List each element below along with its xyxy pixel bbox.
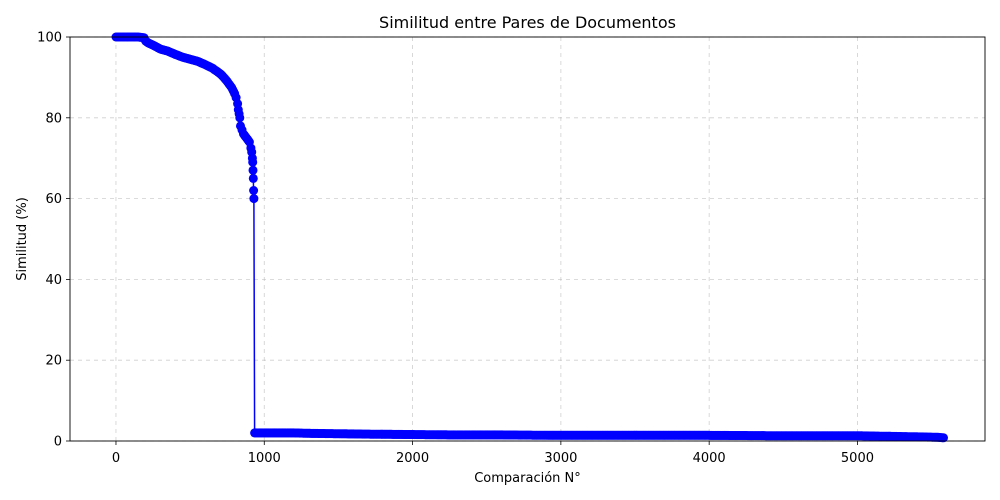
data-point [248, 165, 258, 175]
x-tick-label: 1000 [248, 451, 281, 466]
y-tick-label: 40 [45, 273, 62, 288]
x-tick-label: 4000 [693, 451, 726, 466]
y-tick-label: 60 [45, 192, 62, 207]
data-point [249, 186, 259, 195]
x-axis-label: Comparación N° [474, 471, 581, 486]
x-tick-label: 3000 [544, 451, 577, 466]
data-point [248, 173, 258, 183]
axes-frame [69, 36, 986, 442]
y-tick-label: 0 [54, 435, 62, 450]
y-tick-label: 20 [45, 354, 62, 369]
data-point [249, 194, 259, 204]
x-tick-label: 0 [112, 451, 120, 466]
y-tick-label: 100 [37, 31, 62, 46]
data-point [248, 157, 258, 167]
y-axis-label: Similitud (%) [15, 197, 30, 281]
data-point [235, 113, 245, 123]
plot-area [111, 32, 948, 443]
y-tick-label: 80 [45, 111, 62, 126]
x-tick-label: 2000 [396, 451, 429, 466]
x-tick-label: 5000 [841, 451, 874, 466]
chart-title: Similitud entre Pares de Documentos [379, 13, 676, 32]
data-point [939, 433, 948, 443]
axis-ticks: 0 1000 2000 3000 4000 5000 0 20 40 60 80 100 [37, 31, 874, 467]
